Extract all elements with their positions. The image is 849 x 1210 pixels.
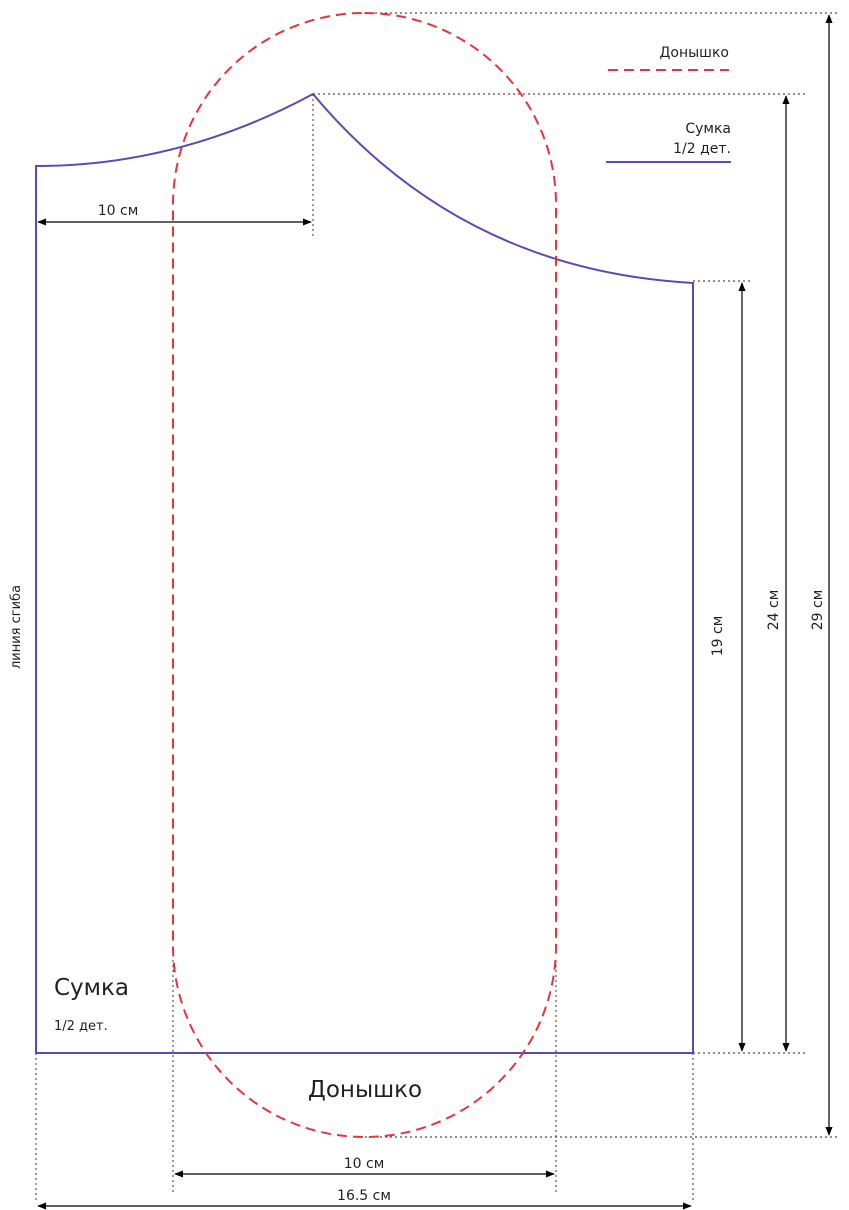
dim-total-width-label: 16.5 см [337,1188,391,1204]
guide-lines [35,12,838,1200]
dim-total-height-label: 29 см [810,590,826,631]
bag-outline [35,92,694,1054]
legend-bottom-label: Донышко [659,45,729,61]
bottom-title: Донышко [308,1077,422,1103]
dim-top-width-label: 10 см [98,203,139,219]
legend-bag-label: Сумка [685,121,731,137]
bag-title: Сумка [54,975,129,1001]
dimension-arrows [37,14,833,1210]
bag-subtitle: 1/2 дет. [54,1019,108,1034]
fold-line-label: линия сгиба [9,585,24,669]
legend: Донышко Сумка 1/2 дет. [606,45,731,163]
legend-bag-sub-label: 1/2 дет. [673,141,731,157]
bottom-outline [172,12,557,1138]
dim-bottom-width-label: 10 см [344,1156,385,1172]
dim-peak-height-label: 24 см [766,590,782,631]
dim-side-height-label: 19 см [710,616,726,657]
